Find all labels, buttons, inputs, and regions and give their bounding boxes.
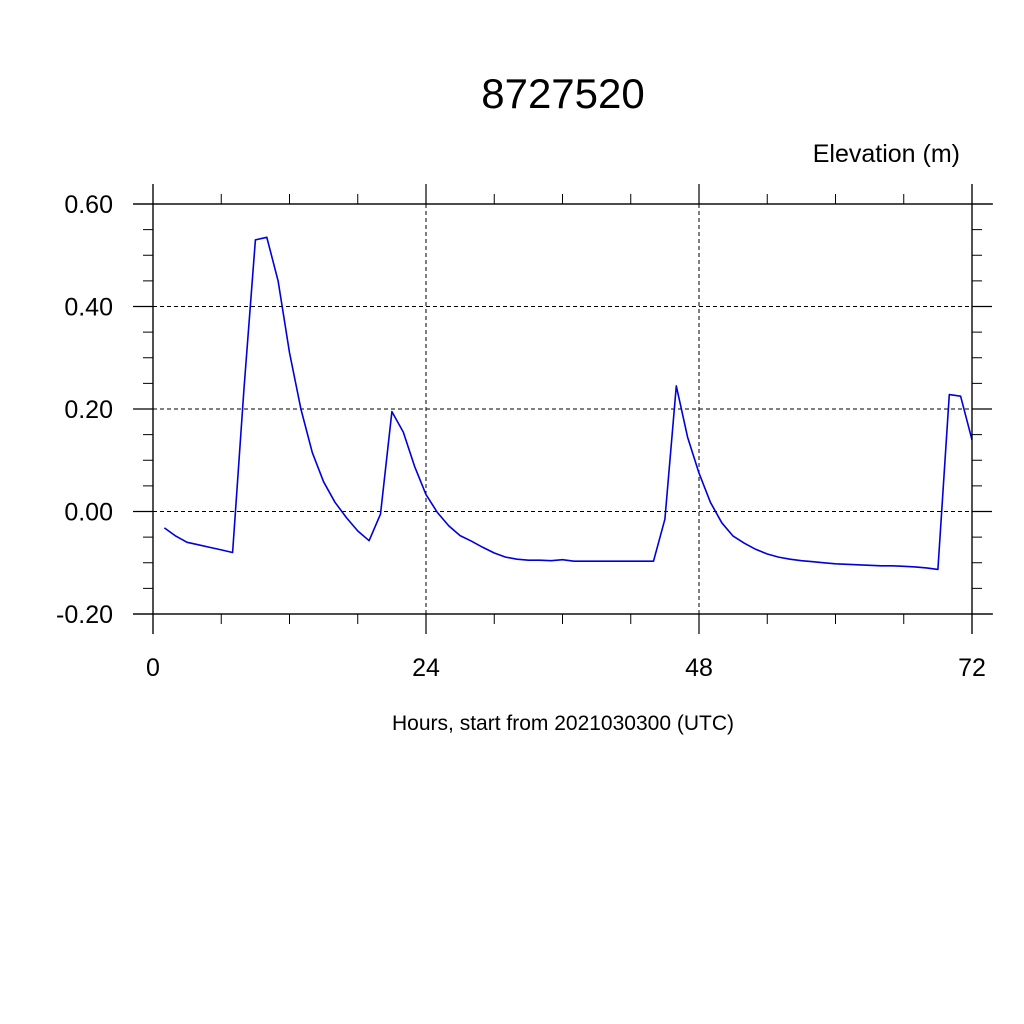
y-tick-label: 0.00 <box>64 499 113 527</box>
grid-lines <box>153 203 972 614</box>
y-tick-label: 0.20 <box>64 396 113 424</box>
y-tick-label: -0.20 <box>56 601 113 629</box>
y-axis-label: Elevation (m) <box>813 140 960 168</box>
tick-labels: 0 24 48 72 -0.20 0.00 0.20 0.40 0.60 <box>56 191 986 682</box>
x-tick-label: 0 <box>146 654 160 682</box>
x-tick-label: 72 <box>958 654 986 682</box>
series-line <box>163 236 973 571</box>
series-layer <box>163 236 973 571</box>
y-tick-label: 0.60 <box>64 191 113 219</box>
x-tick-label: 48 <box>685 654 713 682</box>
y-tick-label: 0.40 <box>64 294 113 322</box>
chart-title: 8727520 <box>481 70 645 117</box>
x-axis-label: Hours, start from 2021030300 (UTC) <box>392 712 734 735</box>
axis-ticks <box>133 184 992 634</box>
x-tick-label: 24 <box>412 654 440 682</box>
